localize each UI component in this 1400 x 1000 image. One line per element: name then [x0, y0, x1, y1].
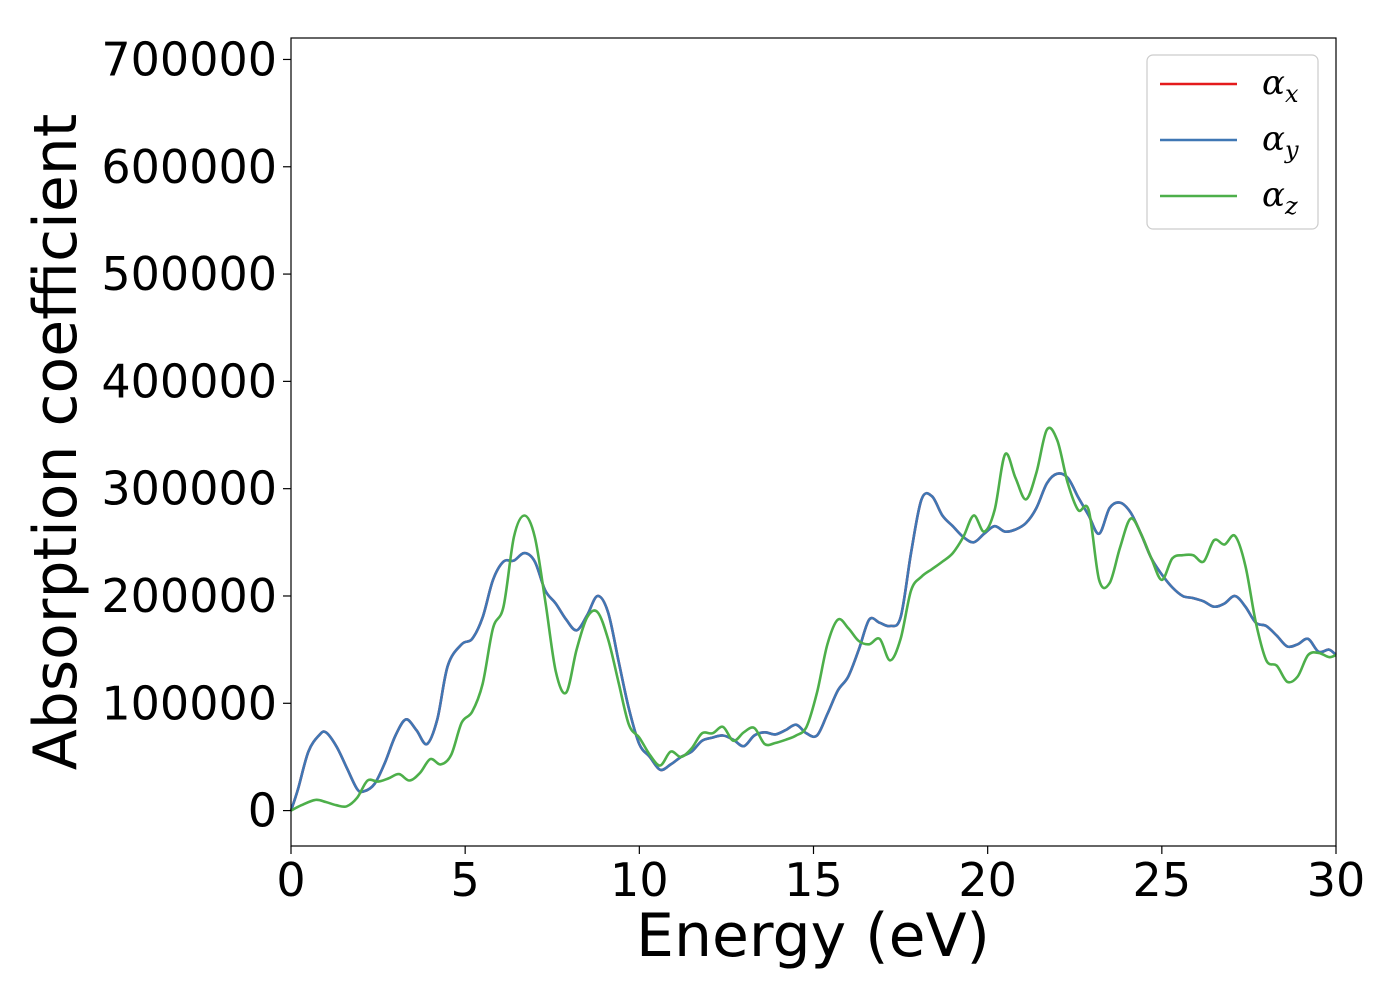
legend-label-y: αy — [1262, 119, 1299, 164]
y-tick-label: 500000 — [101, 247, 277, 301]
y-tick-label: 300000 — [101, 462, 277, 516]
ticks-layer: 0 5 10 15 20 25 30 0 100000 200000 300000 400000 500… — [101, 32, 1365, 907]
y-tick-label: 200000 — [101, 569, 277, 623]
series-layer — [289, 426, 1337, 812]
x-tick-label: 0 — [276, 853, 305, 907]
legend-label-x: αx — [1262, 63, 1299, 108]
y-tick-label: 100000 — [101, 676, 277, 730]
y-tick-label: 700000 — [101, 32, 277, 86]
y-tick-label: 600000 — [101, 140, 277, 194]
legend-label-z: αz — [1262, 175, 1298, 220]
x-tick-label: 15 — [784, 853, 843, 907]
x-axis-title: Energy (eV) — [636, 901, 990, 971]
legend-box — [1146, 54, 1319, 230]
series-line-y — [289, 472, 1337, 812]
y-axis-title: Absorption coefficient — [21, 114, 91, 771]
y-tick-label: 0 — [248, 784, 277, 838]
x-tick-label: 10 — [610, 853, 669, 907]
x-tick-label: 30 — [1307, 853, 1366, 907]
series-line-z — [290, 426, 1337, 812]
x-tick-label: 20 — [958, 853, 1017, 907]
legend: αx αy αz — [1146, 54, 1319, 230]
y-tick-label: 400000 — [101, 354, 277, 408]
x-tick-label: 5 — [451, 853, 480, 907]
x-tick-label: 25 — [1133, 853, 1192, 907]
